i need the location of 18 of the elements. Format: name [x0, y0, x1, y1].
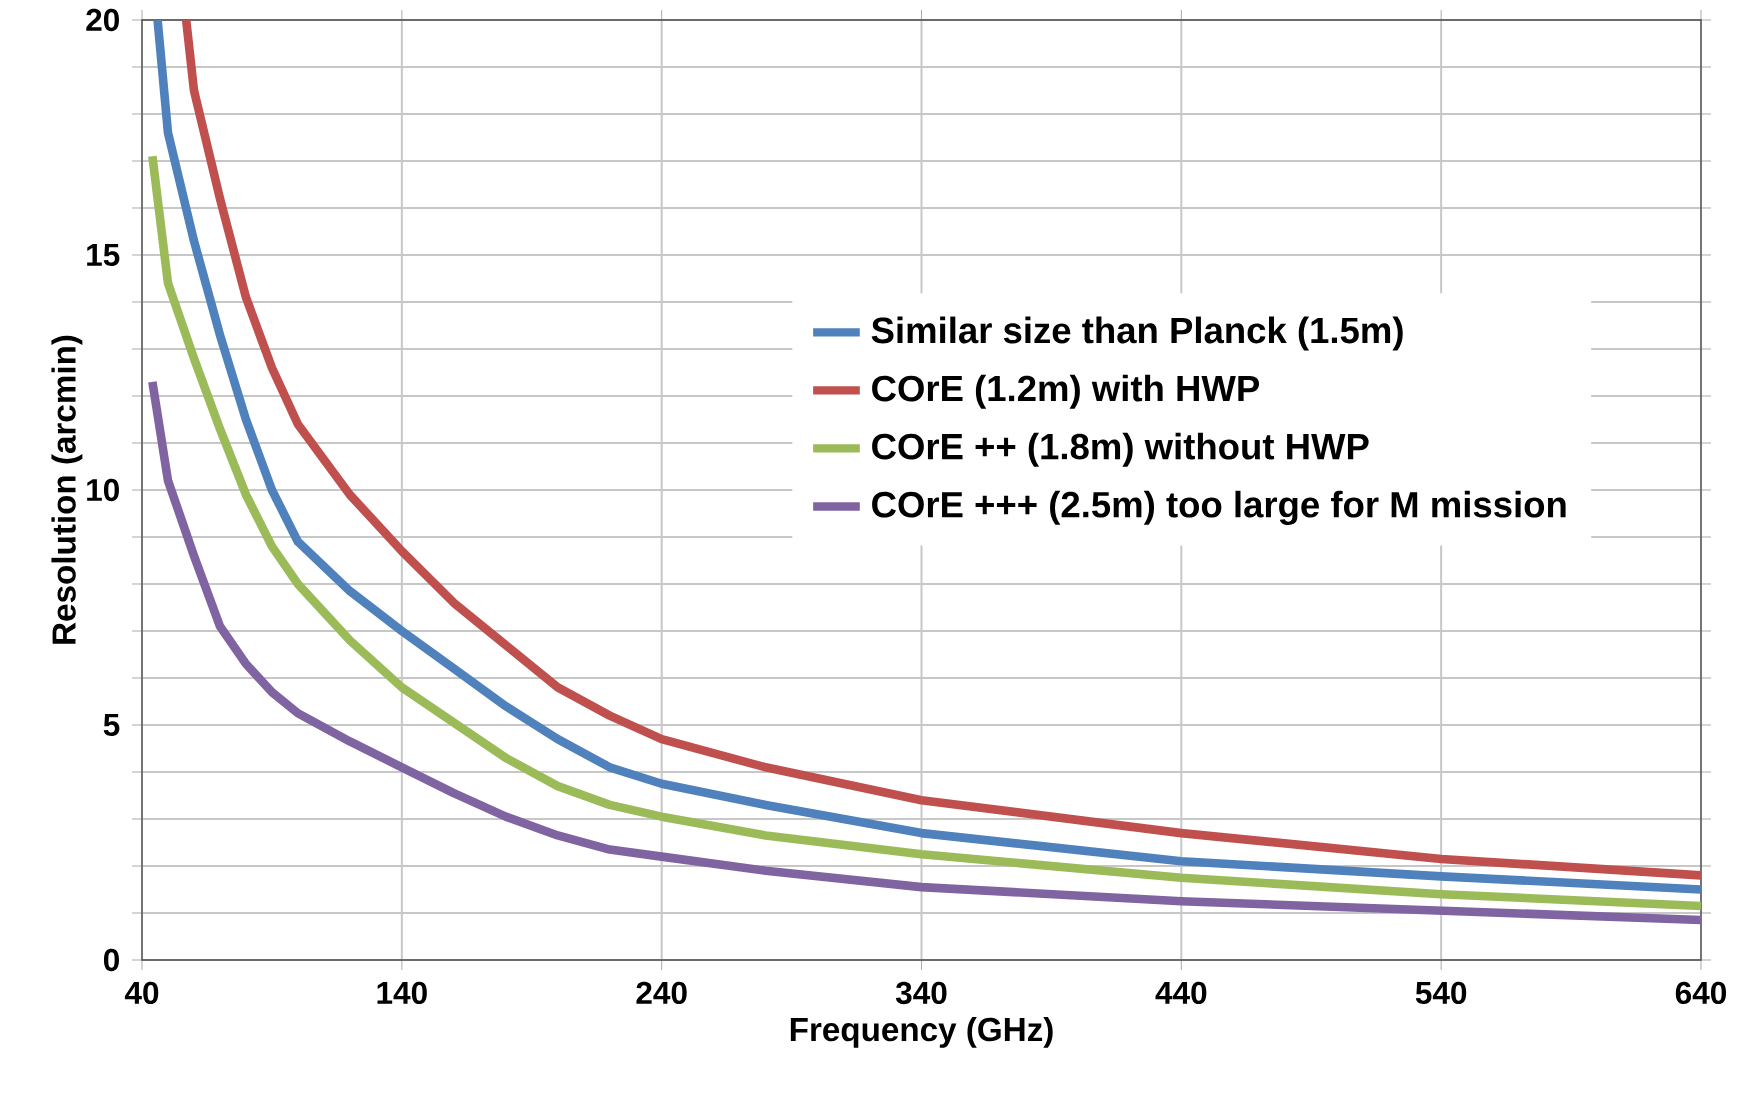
y-tick-label: 0 — [103, 948, 119, 972]
x-tick-label: 240 — [636, 981, 687, 1005]
x-tick-label: 140 — [377, 981, 427, 1005]
x-tick-label: 440 — [1155, 981, 1207, 1005]
y-tick-label: 5 — [103, 713, 120, 737]
legend-label: Similar size than Planck (1.5m) — [871, 316, 1403, 351]
legend-label: COrE (1.2m) with HWP — [872, 374, 1260, 409]
y-tick-label: 10 — [87, 478, 119, 502]
x-tick-label: 40 — [124, 981, 159, 1005]
x-axis-title: Frequency (GHz) — [790, 1016, 1053, 1048]
y-tick-label: 15 — [87, 243, 120, 267]
legend-label: COrE +++ (2.5m) too large for M mission — [872, 490, 1566, 525]
x-tick-label: 340 — [895, 981, 947, 1005]
y-axis-title: Resolution (arcmin) — [51, 335, 83, 644]
y-tick-label: 20 — [86, 8, 119, 32]
x-tick-label: 640 — [1675, 981, 1727, 1005]
legend-label: COrE ++ (1.8m) without HWP — [872, 432, 1369, 467]
x-tick-label: 540 — [1415, 981, 1467, 1005]
